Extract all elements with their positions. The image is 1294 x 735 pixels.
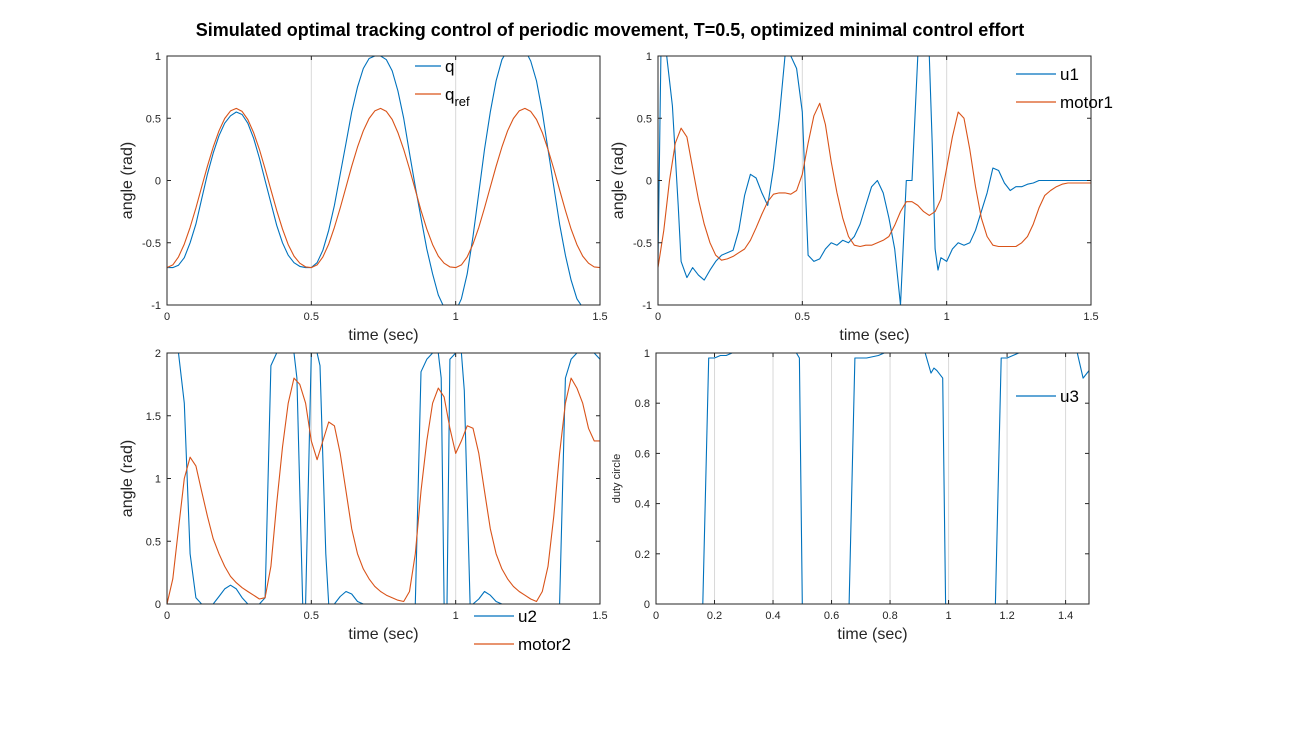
x-tick-label: 0.4 <box>765 610 780 622</box>
y-tick-label: 0.5 <box>146 536 161 548</box>
x-tick-label: 0 <box>655 311 661 323</box>
y-tick-label: 0 <box>644 599 650 611</box>
y-tick-label: 0 <box>155 599 161 611</box>
series-line-motor1 <box>658 102 1091 268</box>
y-tick-label: 2 <box>155 348 161 360</box>
x-tick-label: 0 <box>653 610 659 622</box>
y-tick-label: 1 <box>155 51 161 63</box>
y-axis-label: angle (rad) <box>610 142 627 219</box>
y-tick-label: 1 <box>644 348 650 360</box>
y-axis-label: angle (rad) <box>119 142 136 219</box>
subplot-bottom-right: 0 0.2 0.4 0.6 0.8 1 1.2 1.4 0 0.2 0.4 0.6 0.8 1 time (… <box>611 348 1090 643</box>
series-line-motor2 <box>167 377 600 604</box>
series-line-u2 <box>167 353 600 604</box>
axes-frame <box>655 352 1090 605</box>
x-tick-label: 0.8 <box>882 610 897 622</box>
y-tick-label: 1 <box>155 474 161 486</box>
legend-label: q <box>445 57 454 76</box>
subplot-top-left: 0 0.5 1 1.5 -1 -0.5 0 0.5 1 time (sec) angle (rad)… <box>119 51 608 344</box>
subplot-bottom-left: 0 0.5 1 1.5 0 0.5 1 1.5 2 time (sec) angle (rad) u2… <box>119 348 608 654</box>
x-tick-label: 0.2 <box>707 610 722 622</box>
x-tick-label: 0.5 <box>304 311 319 323</box>
x-tick-label: 1.2 <box>999 610 1014 622</box>
x-tick-label: 0.5 <box>795 311 810 323</box>
x-tick-label: 1 <box>453 610 459 622</box>
y-tick-label: -0.5 <box>633 238 652 250</box>
y-tick-label: 0.6 <box>635 448 650 460</box>
y-tick-label: 1.5 <box>146 411 161 423</box>
plot-area <box>658 56 1091 305</box>
subplot-top-right: 0 0.5 1 1.5 -1 -0.5 0 0.5 1 time (sec) angle (rad)… <box>610 51 1113 344</box>
x-axis-label: time (sec) <box>348 327 418 344</box>
legend: q qref <box>415 57 470 109</box>
legend: u2 motor2 <box>474 607 571 654</box>
legend-label: u3 <box>1060 387 1079 406</box>
x-tick-label: 1 <box>453 311 459 323</box>
x-axis-label: time (sec) <box>348 626 418 643</box>
x-tick-label: 0.5 <box>304 610 319 622</box>
figure-title: Simulated optimal tracking control of pe… <box>195 20 1025 40</box>
y-tick-label: 0.5 <box>146 113 161 125</box>
x-tick-label: 1 <box>946 610 952 622</box>
plot-area <box>167 353 600 604</box>
y-axis-label: angle (rad) <box>119 440 136 517</box>
x-tick-label: 0 <box>164 311 170 323</box>
y-axis-label: duty circle <box>611 454 623 504</box>
x-tick-label: 1.5 <box>592 311 607 323</box>
plot-area <box>167 56 600 305</box>
legend: u3 <box>1016 387 1079 406</box>
x-tick-label: 1.5 <box>1083 311 1098 323</box>
y-tick-label: -1 <box>151 300 161 312</box>
y-tick-label: 0 <box>155 176 161 188</box>
y-tick-label: -1 <box>642 300 652 312</box>
x-tick-label: 1.4 <box>1058 610 1073 622</box>
legend-label: u2 <box>518 607 537 626</box>
legend-label: u1 <box>1060 65 1079 84</box>
y-tick-label: 0.2 <box>635 549 650 561</box>
y-tick-label: 0.4 <box>635 499 650 511</box>
x-tick-label: 1.5 <box>592 610 607 622</box>
x-tick-label: 1 <box>944 311 950 323</box>
x-axis-label: time (sec) <box>839 327 909 344</box>
y-tick-label: 0.8 <box>635 398 650 410</box>
y-tick-label: -0.5 <box>142 238 161 250</box>
x-tick-label: 0 <box>164 610 170 622</box>
series-line-u1 <box>658 56 1091 305</box>
plot-area <box>656 353 1089 604</box>
legend-label: qref <box>445 85 470 109</box>
series-line-q <box>167 56 582 305</box>
x-tick-label: 0.6 <box>824 610 839 622</box>
y-tick-label: 0.5 <box>637 113 652 125</box>
x-axis-label: time (sec) <box>837 626 907 643</box>
y-tick-label: 1 <box>646 51 652 63</box>
legend-label: motor2 <box>518 635 571 654</box>
y-tick-label: 0 <box>646 176 652 188</box>
series-line-qref <box>167 107 600 269</box>
legend: u1 motor1 <box>1016 65 1113 112</box>
legend-label: motor1 <box>1060 93 1113 112</box>
